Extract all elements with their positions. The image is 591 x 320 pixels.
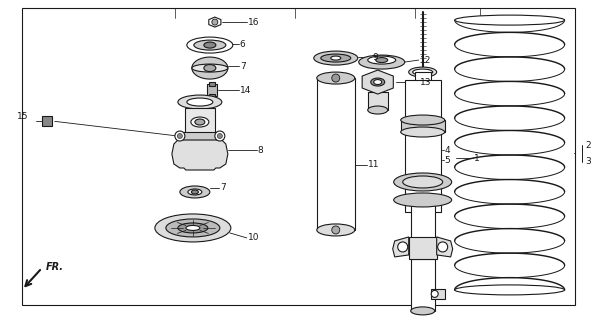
- Bar: [368, 92, 388, 110]
- Ellipse shape: [317, 72, 355, 84]
- Ellipse shape: [394, 173, 452, 191]
- Text: 4: 4: [444, 146, 450, 155]
- Ellipse shape: [401, 127, 444, 137]
- Text: 7: 7: [240, 61, 246, 71]
- Text: 3: 3: [586, 157, 591, 166]
- Bar: [178, 132, 222, 140]
- Circle shape: [212, 19, 218, 25]
- Ellipse shape: [376, 58, 388, 63]
- Bar: [405, 182, 441, 212]
- Text: 16: 16: [248, 18, 259, 27]
- Ellipse shape: [314, 51, 358, 65]
- Polygon shape: [392, 237, 409, 257]
- Circle shape: [438, 242, 447, 252]
- Ellipse shape: [331, 56, 341, 60]
- Ellipse shape: [191, 190, 199, 194]
- Bar: [209, 82, 215, 86]
- Ellipse shape: [402, 176, 443, 188]
- Ellipse shape: [359, 55, 405, 69]
- Ellipse shape: [191, 117, 209, 127]
- Ellipse shape: [413, 69, 433, 75]
- Ellipse shape: [411, 307, 435, 315]
- Text: 11: 11: [368, 161, 379, 170]
- Circle shape: [177, 133, 183, 139]
- Circle shape: [398, 242, 408, 252]
- Circle shape: [332, 226, 340, 234]
- Bar: [209, 94, 215, 98]
- Text: FR.: FR.: [46, 262, 64, 272]
- Ellipse shape: [188, 189, 202, 195]
- Circle shape: [332, 74, 340, 82]
- Ellipse shape: [409, 67, 437, 77]
- Ellipse shape: [204, 65, 216, 72]
- Ellipse shape: [192, 57, 228, 79]
- Text: 7: 7: [220, 183, 226, 192]
- Ellipse shape: [454, 15, 564, 25]
- Text: 2: 2: [586, 140, 591, 149]
- Ellipse shape: [401, 115, 444, 125]
- Ellipse shape: [374, 80, 382, 84]
- Polygon shape: [209, 17, 221, 27]
- Text: 9: 9: [373, 52, 378, 61]
- Bar: [185, 108, 215, 136]
- Ellipse shape: [371, 78, 385, 86]
- Ellipse shape: [321, 54, 350, 62]
- Ellipse shape: [166, 219, 220, 237]
- Bar: [42, 116, 52, 126]
- Ellipse shape: [394, 193, 452, 207]
- Ellipse shape: [187, 37, 233, 53]
- Ellipse shape: [192, 64, 228, 72]
- Bar: [409, 237, 437, 259]
- Ellipse shape: [415, 124, 431, 130]
- Text: 1: 1: [473, 154, 479, 163]
- Ellipse shape: [194, 40, 226, 50]
- Polygon shape: [437, 237, 453, 257]
- Ellipse shape: [204, 42, 216, 48]
- Ellipse shape: [155, 214, 231, 242]
- Text: 14: 14: [240, 85, 251, 94]
- Text: 5: 5: [444, 156, 450, 164]
- Circle shape: [215, 131, 225, 141]
- Circle shape: [431, 291, 438, 297]
- Ellipse shape: [454, 285, 564, 295]
- Circle shape: [217, 133, 222, 139]
- Ellipse shape: [186, 226, 200, 230]
- Ellipse shape: [187, 98, 213, 106]
- Ellipse shape: [180, 186, 210, 198]
- Polygon shape: [172, 140, 228, 170]
- Ellipse shape: [317, 224, 355, 236]
- Ellipse shape: [178, 95, 222, 109]
- Text: 6: 6: [240, 40, 246, 49]
- Bar: [401, 120, 444, 132]
- Text: 13: 13: [420, 77, 431, 86]
- Polygon shape: [362, 70, 393, 94]
- Text: 8: 8: [258, 146, 264, 155]
- Text: 12: 12: [420, 56, 431, 65]
- Bar: [431, 289, 444, 299]
- Bar: [415, 72, 431, 127]
- Ellipse shape: [178, 223, 208, 233]
- Text: 15: 15: [17, 112, 28, 121]
- Ellipse shape: [368, 56, 396, 64]
- Text: 10: 10: [248, 234, 259, 243]
- Ellipse shape: [368, 106, 388, 114]
- Ellipse shape: [195, 119, 205, 125]
- Bar: [411, 200, 435, 255]
- Bar: [207, 84, 217, 96]
- Bar: [317, 78, 355, 230]
- Bar: [411, 259, 435, 311]
- Bar: [405, 80, 441, 180]
- Circle shape: [175, 131, 185, 141]
